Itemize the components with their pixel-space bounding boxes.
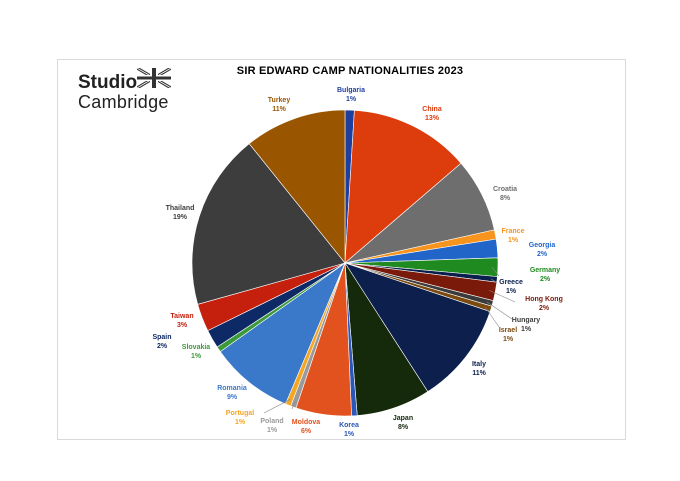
leader-line-greece [490, 278, 498, 284]
slice-name-hong-kong: Hong Kong [525, 296, 563, 303]
slice-percent-greece: 1% [506, 288, 517, 295]
union-jack-icon [137, 68, 171, 88]
slice-percent-japan: 8% [398, 424, 409, 431]
slice-name-georgia: Georgia [529, 242, 556, 249]
chart-title: SIR EDWARD CAMP NATIONALITIES 2023 [236, 65, 464, 77]
slice-percent-korea: 1% [344, 431, 355, 438]
pie-slice-thailand [191, 143, 346, 305]
slice-percent-germany: 2% [540, 276, 551, 283]
slice-percent-hungary: 1% [521, 326, 532, 333]
leader-line-poland [291, 401, 296, 410]
chart-frame [57, 59, 626, 440]
slice-percent-italy: 11% [472, 370, 486, 377]
slice-name-china: China [422, 106, 442, 113]
slice-percent-hong-kong: 2% [539, 305, 550, 312]
leader-line-hungary [486, 301, 513, 320]
slice-percent-georgia: 2% [537, 251, 548, 258]
pie-slice-turkey [248, 109, 346, 264]
leader-line-hong-kong [489, 290, 516, 303]
slice-percent-bulgaria: 1% [346, 96, 357, 103]
pie-slice-romania [219, 262, 346, 405]
logo-line-1: Studio [78, 72, 138, 93]
slice-percent-spain: 2% [157, 343, 168, 350]
slice-name-japan: Japan [393, 415, 413, 422]
slice-name-thailand: Thailand [166, 205, 195, 212]
slice-name-bulgaria: Bulgaria [337, 87, 365, 94]
slice-percent-israel: 1% [503, 336, 514, 343]
slice-percent-china: 13% [425, 115, 440, 122]
slice-name-spain: Spain [152, 334, 171, 341]
slice-name-france: France [502, 228, 525, 235]
slice-percent-croatia: 8% [500, 195, 511, 202]
slice-name-hungary: Hungary [512, 317, 541, 324]
slice-name-korea: Korea [339, 422, 359, 429]
slice-percent-romania: 9% [227, 394, 238, 401]
slice-name-slovakia: Slovakia [182, 344, 211, 351]
leader-line-portugal [263, 399, 291, 414]
slice-percent-turkey: 11% [272, 106, 286, 113]
slice-name-taiwan: Taiwan [170, 313, 193, 320]
slice-percent-slovakia: 1% [191, 353, 202, 360]
slice-name-portugal: Portugal [226, 410, 254, 417]
pie-slice-italy [344, 262, 491, 393]
slice-name-moldova: Moldova [292, 419, 320, 426]
slice-name-germany: Germany [530, 267, 560, 274]
slice-name-poland: Poland [260, 418, 283, 425]
slice-percent-portugal: 1% [235, 419, 246, 426]
slice-percent-taiwan: 3% [177, 322, 188, 329]
slice-percent-thailand: 19% [173, 214, 188, 221]
slice-name-romania: Romania [217, 385, 247, 392]
slice-name-israel: Israel [499, 327, 517, 334]
slice-name-italy: Italy [472, 361, 486, 368]
slice-name-turkey: Turkey [268, 97, 291, 104]
slice-name-croatia: Croatia [493, 186, 517, 193]
slice-name-greece: Greece [499, 279, 523, 286]
pie-slice-china [344, 109, 462, 264]
logo-line-2: Cambridge [78, 92, 169, 112]
slice-percent-france: 1% [508, 237, 519, 244]
leader-line-israel [484, 306, 500, 328]
leader-line-germany [491, 266, 500, 277]
slice-percent-poland: 1% [267, 427, 278, 434]
slice-percent-moldova: 6% [301, 428, 312, 435]
